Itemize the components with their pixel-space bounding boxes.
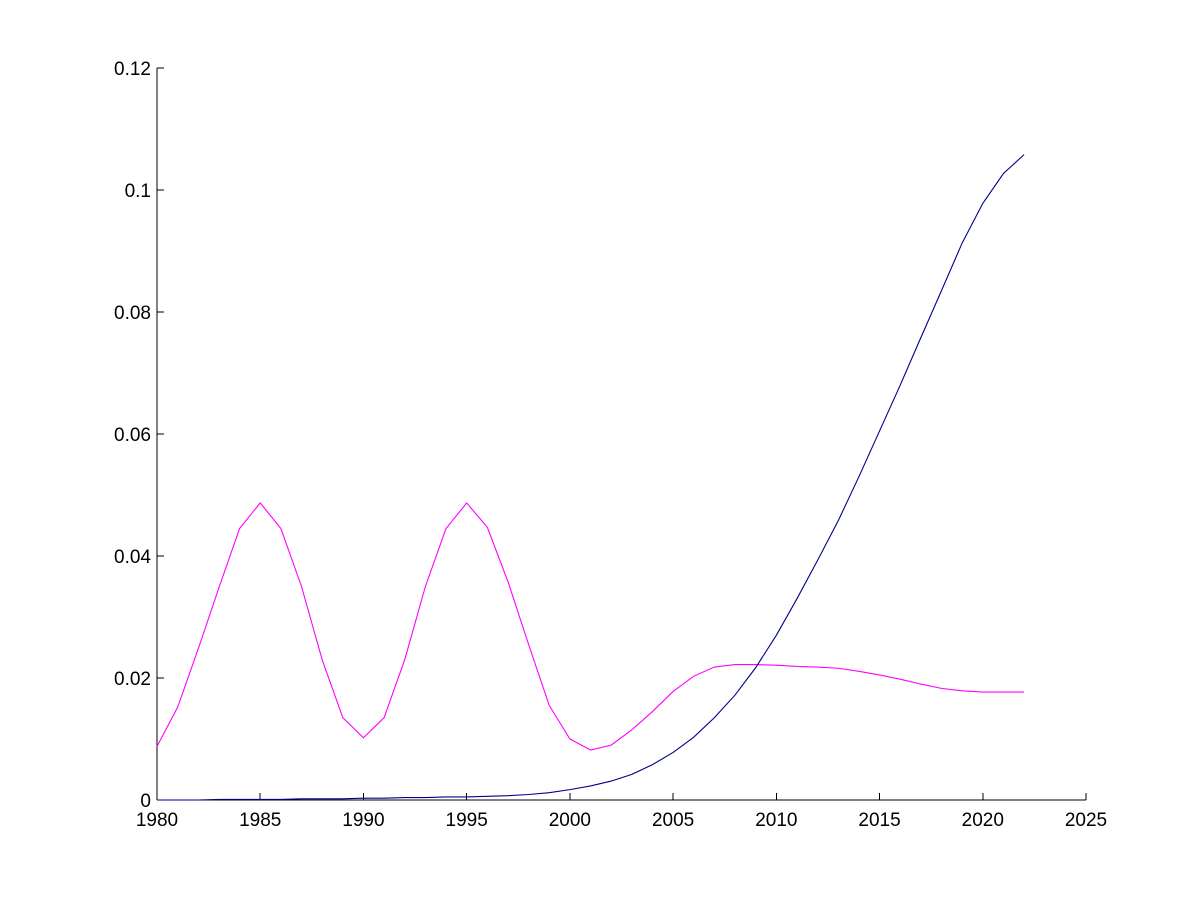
y-tick-label: 0.06: [114, 425, 151, 446]
y-tick-label: 0.04: [114, 547, 151, 568]
y-tick-label: 0.02: [114, 669, 151, 690]
x-tick-label: 2000: [549, 810, 591, 831]
y-tick-label: 0: [140, 791, 151, 812]
x-tick-label: 2020: [962, 810, 1004, 831]
series-line-blue: [157, 154, 1025, 801]
axes: 1980 1985 1990 1995 2000 2005 2010 2015 2020 2025…: [114, 59, 1107, 831]
x-tick-label: 1995: [446, 810, 488, 831]
series-line-magenta: [156, 502, 1025, 751]
y-tick-label: 0.1: [125, 181, 151, 202]
x-tick-label: 2025: [1065, 810, 1107, 831]
x-tick-label: 2005: [652, 810, 694, 831]
series-group: [156, 154, 1025, 801]
x-tick-label: 2015: [858, 810, 900, 831]
x-tick-label: 1980: [136, 810, 178, 831]
y-tick-label: 0.08: [114, 303, 151, 324]
x-tick-label: 1990: [342, 810, 384, 831]
x-tick-label: 1985: [239, 810, 281, 831]
y-tick-label: 0.12: [114, 59, 151, 80]
x-tick-label: 2010: [755, 810, 797, 831]
